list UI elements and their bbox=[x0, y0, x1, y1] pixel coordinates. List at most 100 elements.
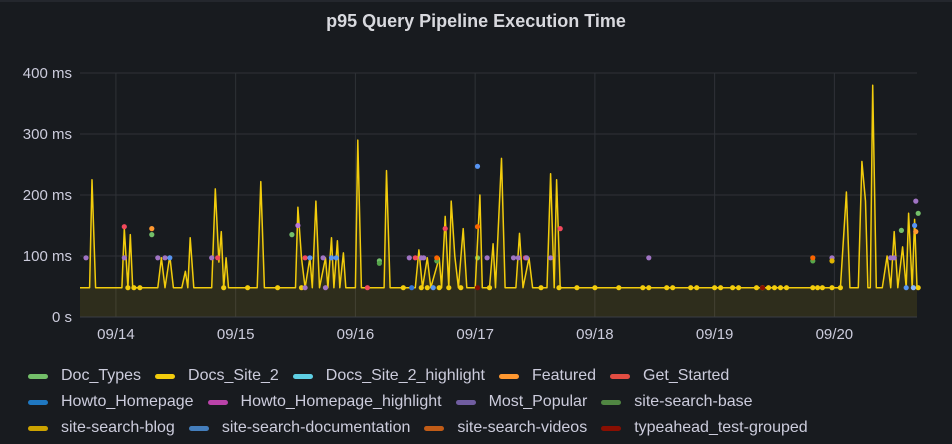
data-point-most-popular[interactable] bbox=[484, 255, 490, 261]
data-point-howto-homepage[interactable] bbox=[328, 255, 335, 261]
data-point-docs-site-2[interactable] bbox=[298, 285, 305, 291]
data-point-docs-site-2[interactable] bbox=[765, 285, 772, 291]
data-point-docs-site-2[interactable] bbox=[736, 285, 742, 291]
data-point-docs-site-2[interactable] bbox=[616, 285, 622, 291]
data-point-docs-site-2[interactable] bbox=[829, 285, 835, 291]
data-point-site-search-documentation[interactable] bbox=[409, 285, 415, 291]
data-point-docs-site-2-highlight[interactable] bbox=[910, 285, 917, 291]
data-point-get-started[interactable] bbox=[121, 224, 127, 230]
data-point-site-search-videos[interactable] bbox=[434, 255, 440, 261]
data-point-docs-site-2[interactable] bbox=[837, 285, 844, 291]
data-point-docs-site-2[interactable] bbox=[694, 285, 700, 291]
data-point-doc-types[interactable] bbox=[149, 232, 155, 238]
data-point-docs-site-2[interactable] bbox=[718, 285, 724, 291]
data-point-docs-site-2[interactable] bbox=[538, 285, 544, 291]
data-point-docs-site-2[interactable] bbox=[458, 285, 464, 291]
data-point-docs-site-2[interactable] bbox=[670, 285, 676, 291]
data-point-docs-site-2[interactable] bbox=[137, 285, 143, 291]
data-point-site-search-videos[interactable] bbox=[810, 255, 816, 261]
data-point-docs-site-2[interactable] bbox=[131, 285, 137, 291]
legend-item[interactable]: Featured bbox=[498, 367, 596, 385]
data-point-docs-site-2[interactable] bbox=[446, 285, 452, 291]
legend-item[interactable]: Docs_Site_2_highlight bbox=[292, 367, 485, 385]
data-point-docs-site-2[interactable] bbox=[424, 285, 430, 291]
data-point-docs-site-2[interactable] bbox=[556, 285, 562, 291]
data-point-doc-types[interactable] bbox=[289, 232, 295, 238]
legend-item[interactable]: site-search-documentation bbox=[188, 419, 410, 437]
data-point-docs-site-2[interactable] bbox=[221, 285, 227, 291]
data-point-get-started[interactable] bbox=[442, 226, 448, 232]
legend-item[interactable]: Docs_Site_2 bbox=[155, 367, 279, 385]
chart-plot-area[interactable]: 0 s 100 ms 200 ms 300 ms 400 ms 09/14 09/15 09/… bbox=[0, 2, 952, 352]
data-point-get-started[interactable] bbox=[412, 255, 418, 261]
data-point-docs-site-2[interactable] bbox=[915, 285, 921, 291]
data-point-most-popular[interactable] bbox=[524, 255, 530, 261]
data-point-docs-site-2[interactable] bbox=[688, 285, 694, 291]
data-point-docs-site-2[interactable] bbox=[400, 285, 406, 291]
data-point-most-popular[interactable] bbox=[162, 255, 168, 261]
data-point-docs-site-2[interactable] bbox=[245, 285, 251, 291]
data-point-featured[interactable] bbox=[913, 229, 919, 235]
data-point-typeahead-test-grouped[interactable] bbox=[759, 285, 766, 291]
data-point-most-popular[interactable] bbox=[83, 255, 89, 261]
data-point-most-popular[interactable] bbox=[121, 255, 127, 261]
data-point-docs-site-2[interactable] bbox=[810, 285, 816, 291]
data-point-get-started[interactable] bbox=[557, 226, 563, 232]
data-point-site-search-blog[interactable] bbox=[829, 258, 835, 264]
panel-title[interactable]: p95 Query Pipeline Execution Time bbox=[326, 11, 626, 31]
data-point-howto-homepage-highlight[interactable] bbox=[295, 222, 301, 229]
data-point-docs-site-2[interactable] bbox=[730, 285, 736, 291]
data-point-howto-homepage[interactable] bbox=[430, 285, 436, 291]
data-point-most-popular[interactable] bbox=[322, 285, 329, 291]
data-point-docs-site-2[interactable] bbox=[819, 285, 826, 291]
data-point-docs-site-2[interactable] bbox=[777, 285, 784, 291]
data-point-howto-homepage[interactable] bbox=[912, 222, 918, 229]
data-point-get-started[interactable] bbox=[302, 255, 308, 261]
data-point-typeahead-test-grouped[interactable] bbox=[474, 285, 481, 291]
data-point-most-popular[interactable] bbox=[646, 255, 652, 261]
data-point-get-started[interactable] bbox=[215, 255, 221, 261]
data-point-howto-homepage[interactable] bbox=[333, 255, 339, 261]
data-point-docs-site-2[interactable] bbox=[436, 285, 442, 291]
data-point-docs-site-2[interactable] bbox=[275, 285, 281, 291]
data-point-docs-site-2[interactable] bbox=[712, 285, 718, 291]
legend-item[interactable]: Howto_Homepage bbox=[28, 393, 194, 411]
data-point-most-popular[interactable] bbox=[209, 255, 215, 261]
data-point-most-popular[interactable] bbox=[913, 198, 919, 204]
data-point-most-popular[interactable] bbox=[891, 255, 897, 261]
data-point-docs-site-2[interactable] bbox=[125, 285, 131, 291]
data-point-most-popular[interactable] bbox=[510, 255, 517, 261]
data-point-featured[interactable] bbox=[149, 226, 155, 232]
data-point-docs-site-2[interactable] bbox=[646, 285, 652, 291]
data-point-howto-homepage[interactable] bbox=[474, 163, 481, 169]
data-point-doc-types[interactable] bbox=[915, 210, 921, 216]
legend-item[interactable]: Doc_Types bbox=[28, 367, 141, 385]
data-point-most-popular[interactable] bbox=[421, 255, 427, 261]
data-point-docs-site-2[interactable] bbox=[486, 285, 493, 291]
data-point-most-popular[interactable] bbox=[548, 255, 554, 261]
data-point-most-popular[interactable] bbox=[302, 285, 308, 291]
data-point-docs-site-2[interactable] bbox=[771, 285, 778, 291]
data-point-docs-site-2[interactable] bbox=[664, 285, 670, 291]
data-point-most-popular[interactable] bbox=[155, 255, 161, 261]
data-point-docs-site-2[interactable] bbox=[592, 285, 598, 291]
data-point-doc-types[interactable] bbox=[898, 227, 905, 233]
data-point-howto-homepage[interactable] bbox=[167, 255, 173, 261]
data-point-docs-site-2[interactable] bbox=[815, 285, 821, 291]
data-point-docs-site-2[interactable] bbox=[753, 285, 760, 291]
legend-item[interactable]: Howto_Homepage_highlight bbox=[207, 393, 442, 411]
legend-item[interactable]: Get_Started bbox=[610, 367, 729, 385]
legend-item[interactable]: Most_Popular bbox=[455, 393, 587, 411]
legend-item[interactable]: site-search-videos bbox=[424, 419, 587, 437]
data-point-get-started[interactable] bbox=[364, 285, 370, 291]
data-point-site-search-videos[interactable] bbox=[474, 224, 481, 230]
data-point-most-popular[interactable] bbox=[320, 255, 326, 261]
legend-item[interactable]: site-search-blog bbox=[28, 419, 175, 437]
data-point-site-search-base[interactable] bbox=[376, 260, 382, 266]
series-line-docs-site-2[interactable] bbox=[80, 84, 918, 289]
data-point-most-popular[interactable] bbox=[515, 255, 521, 261]
data-point-docs-site-2[interactable] bbox=[783, 285, 790, 291]
legend-item[interactable]: site-search-base bbox=[601, 393, 753, 411]
data-point-docs-site-2[interactable] bbox=[574, 285, 580, 291]
data-point-docs-site-2[interactable] bbox=[418, 285, 424, 291]
